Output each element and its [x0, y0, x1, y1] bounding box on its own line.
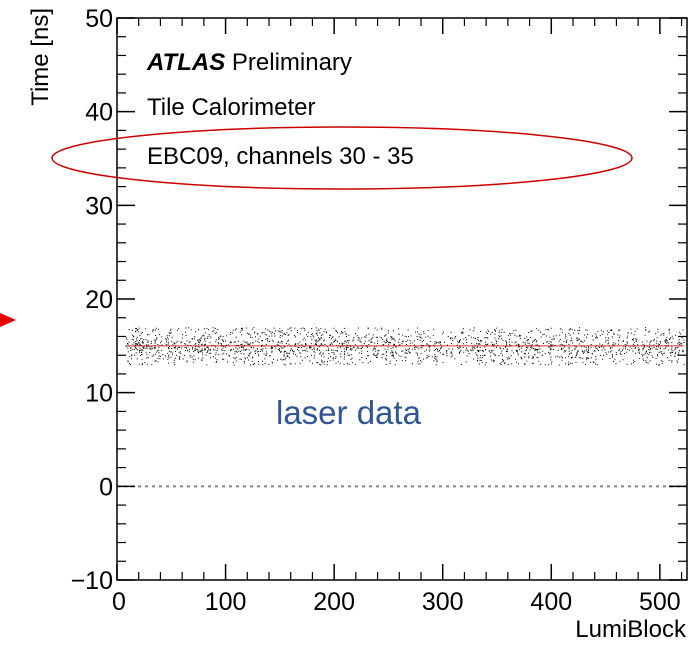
y-tick-label: 10	[85, 380, 113, 408]
y-tick-label: 30	[85, 192, 113, 220]
channels-label: EBC09, channels 30 - 35	[147, 143, 414, 170]
x-tick-label-zero: 0	[112, 588, 126, 616]
data-points	[125, 327, 685, 366]
atlas-label-bold: ATLAS	[146, 49, 225, 76]
x-tick-label: 200	[313, 588, 355, 616]
y-tick-label: 0	[99, 473, 113, 501]
x-tick-label: 400	[530, 588, 572, 616]
detector-label: Tile Calorimeter	[147, 94, 315, 121]
axis-ticks	[116, 17, 687, 581]
laser-data-label: laser data	[276, 394, 422, 431]
x-axis-title: LumiBlock	[575, 616, 687, 643]
channels-highlight-ellipse	[51, 126, 633, 190]
y-tick-label: 40	[85, 99, 113, 127]
y-tick-label: 50	[85, 5, 113, 33]
atlas-label-preliminary: Preliminary	[225, 49, 352, 76]
y-tick-label: −10	[71, 567, 113, 595]
x-tick-label: 100	[205, 588, 247, 616]
atlas-label: ATLAS Preliminary	[146, 49, 352, 76]
x-tick-label: 500	[639, 588, 681, 616]
x-tick-label: 300	[422, 588, 464, 616]
red-arrow-marker	[0, 313, 16, 327]
y-axis-title: Time [ns]	[27, 8, 54, 106]
y-tick-label: 20	[85, 286, 113, 314]
